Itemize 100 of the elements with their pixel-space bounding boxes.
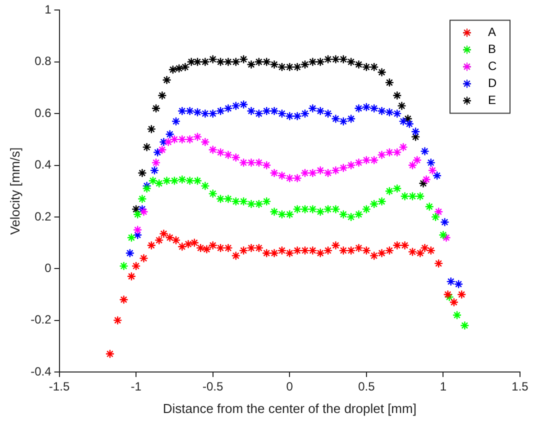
point <box>139 254 148 263</box>
point <box>449 298 459 307</box>
point <box>434 207 444 216</box>
point <box>196 243 206 253</box>
point <box>377 248 386 258</box>
point <box>131 204 141 214</box>
point <box>338 246 348 256</box>
point <box>231 152 240 162</box>
point <box>420 146 430 156</box>
point <box>168 65 178 74</box>
point <box>224 57 233 66</box>
point <box>238 100 248 110</box>
point <box>150 166 160 176</box>
point <box>238 158 248 168</box>
point <box>246 199 256 209</box>
point <box>354 210 364 219</box>
point <box>262 57 272 66</box>
point <box>238 246 248 256</box>
point <box>434 258 444 268</box>
point <box>262 248 272 258</box>
point <box>125 248 135 258</box>
point <box>444 292 454 302</box>
point <box>408 160 418 170</box>
point <box>254 199 264 209</box>
legend-label: A <box>488 25 496 40</box>
x-tick-label: 1.5 <box>512 380 529 394</box>
point <box>146 124 156 134</box>
point <box>404 119 414 129</box>
point <box>254 108 264 118</box>
point <box>178 106 187 116</box>
point <box>292 246 302 256</box>
point <box>370 62 379 72</box>
point <box>185 176 194 186</box>
point <box>142 181 152 191</box>
point <box>316 207 325 216</box>
x-tick-label: -1 <box>130 380 142 394</box>
point <box>262 160 272 170</box>
point <box>338 163 348 172</box>
point <box>142 184 152 194</box>
y-axis-title: Velocity [mm/s] <box>7 147 22 235</box>
point <box>178 134 187 144</box>
point <box>262 106 272 116</box>
point <box>154 178 164 188</box>
point <box>292 62 302 72</box>
point <box>292 174 302 183</box>
point <box>119 261 128 271</box>
point <box>262 196 272 206</box>
point <box>216 57 226 66</box>
point <box>316 248 325 258</box>
point <box>354 243 364 253</box>
point <box>370 251 379 260</box>
point <box>331 204 340 214</box>
point <box>200 57 210 66</box>
point <box>384 186 394 196</box>
point <box>377 196 386 206</box>
point <box>270 168 279 178</box>
point <box>224 104 233 114</box>
point <box>138 194 147 204</box>
point <box>308 246 318 256</box>
point <box>323 204 333 214</box>
point <box>285 62 294 72</box>
point <box>180 62 190 72</box>
point <box>270 248 279 258</box>
y-tick-label: -0.2 <box>30 312 52 327</box>
point <box>159 137 168 147</box>
point <box>442 233 451 242</box>
point <box>254 158 264 168</box>
point <box>139 207 148 216</box>
point <box>323 108 333 118</box>
point <box>412 155 422 165</box>
point <box>354 158 364 168</box>
x-tick-label: -1.5 <box>48 380 70 394</box>
point <box>277 246 287 256</box>
point <box>208 145 218 154</box>
point <box>300 60 310 70</box>
point <box>420 243 430 253</box>
point <box>370 155 379 165</box>
point <box>192 108 202 117</box>
point <box>292 112 302 121</box>
point <box>316 106 325 116</box>
point <box>408 192 418 201</box>
point <box>432 170 442 180</box>
legend-label: E <box>488 93 496 108</box>
point <box>338 210 348 219</box>
point <box>208 240 218 250</box>
point <box>200 181 210 191</box>
point <box>277 62 287 72</box>
point <box>452 310 462 320</box>
point <box>208 189 218 198</box>
point <box>231 251 240 260</box>
point <box>308 204 318 214</box>
point <box>410 132 420 142</box>
point <box>285 210 294 219</box>
y-tick-label: 0.2 <box>34 209 52 224</box>
y-tick-label: 1 <box>44 2 52 17</box>
point <box>246 158 256 168</box>
point <box>316 57 325 66</box>
y-tick-label: 0.4 <box>34 158 52 172</box>
point <box>370 199 379 209</box>
point <box>384 148 394 157</box>
